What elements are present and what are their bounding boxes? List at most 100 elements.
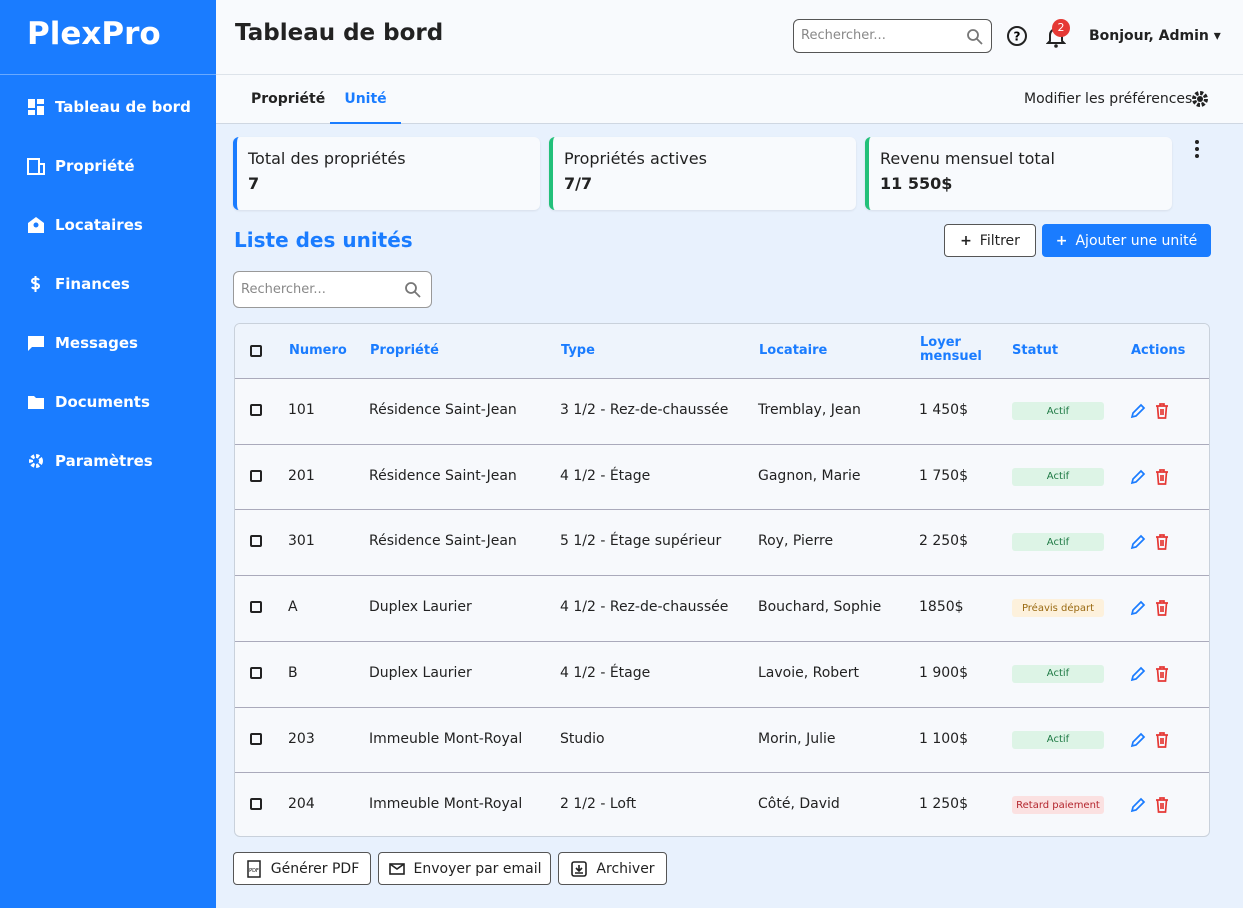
cell: Duplex Laurier (369, 664, 472, 681)
checkbox[interactable] (250, 798, 262, 811)
search-placeholder: Rechercher... (241, 282, 326, 297)
cell: 301 (288, 533, 315, 550)
action-label: Générer PDF (270, 860, 360, 877)
stat-label: Revenu mensuel total (880, 149, 1055, 168)
add-label: Ajouter une unité (1075, 232, 1198, 249)
action-button[interactable]: Envoyer par email (378, 852, 551, 885)
edit-icon[interactable] (1129, 402, 1147, 420)
action-label: Archiver (596, 860, 655, 877)
table-row: 101 Résidence Saint-Jean 3 1/2 - Rez-de-ch… (235, 378, 1209, 444)
cell: Lavoie, Robert (758, 664, 860, 681)
units-table: Numero Propriété Type Locataire Loyer mensue… (234, 323, 1210, 837)
cell: A (288, 599, 298, 616)
delete-icon[interactable] (1153, 468, 1171, 486)
cell: Côté, David (758, 796, 840, 813)
cell: 201 (288, 467, 315, 484)
filter-button[interactable]: + Filtrer (944, 224, 1036, 257)
column-header: Actions (1131, 343, 1186, 358)
delete-icon[interactable] (1153, 731, 1171, 749)
add-button[interactable]: + Ajouter une unité (1042, 224, 1211, 257)
checkbox[interactable] (250, 601, 262, 614)
cell: 4 1/2 - Étage (560, 664, 651, 681)
checkbox[interactable] (250, 469, 262, 482)
preferences-link[interactable]: Modifier les préférences (1024, 91, 1193, 107)
row-divider (235, 575, 1209, 577)
svg-text:?: ? (1014, 30, 1021, 44)
table-row: 201 Résidence Saint-Jean 4 1/2 - Étage Gagn… (235, 443, 1209, 510)
delete-icon[interactable] (1153, 796, 1171, 814)
table-row: 203 Immeuble Mont-Royal Studio Morin, Julie… (235, 706, 1209, 773)
nav-label: Finances (55, 275, 130, 293)
nav-icon (29, 454, 43, 468)
table-header: Numero Propriété Type Locataire Loyer mensue… (235, 324, 1209, 378)
edit-icon[interactable] (1129, 468, 1147, 486)
delete-icon[interactable] (1153, 599, 1171, 617)
stat-value: 11 550$ (880, 174, 953, 193)
cell: Immeuble Mont-Royal (369, 730, 523, 747)
nav-item[interactable]: Messages (27, 334, 138, 352)
delete-icon[interactable] (1153, 402, 1171, 420)
action-label: Envoyer par email (413, 860, 542, 877)
page-title: Tableau de bord (235, 20, 444, 46)
svg-text:PDF: PDF (249, 868, 259, 874)
cell: 1 450$ (919, 402, 968, 418)
status-badge: Actif (1012, 402, 1104, 420)
status-badge: Actif (1012, 664, 1104, 683)
edit-icon[interactable] (1129, 533, 1147, 551)
more-icon[interactable] (1192, 139, 1202, 159)
search-icon (405, 282, 421, 298)
nav-item[interactable]: Paramètres (27, 452, 153, 470)
cell: Studio (560, 730, 605, 747)
settings-icon[interactable] (1191, 90, 1209, 108)
checkbox[interactable] (250, 535, 262, 548)
status-badge: Actif (1012, 533, 1104, 552)
column-header: Locataire (759, 343, 828, 358)
nav-icon (27, 158, 45, 175)
tab[interactable]: Propriété (251, 91, 326, 107)
edit-icon[interactable] (1129, 731, 1147, 749)
cell: 101 (288, 402, 315, 418)
stat-card: Revenu mensuel total 11 550$ (865, 137, 1172, 210)
status-badge: Retard paiement (1012, 796, 1104, 815)
cell: Gagnon, Marie (758, 467, 861, 484)
cell: Tremblay, Jean (758, 402, 861, 418)
checkbox[interactable] (250, 345, 262, 357)
delete-icon[interactable] (1153, 533, 1171, 551)
action-button[interactable]: Archiver (558, 852, 667, 885)
column-header: Numero (289, 343, 347, 358)
checkbox[interactable] (250, 666, 262, 679)
search-placeholder: Rechercher... (801, 28, 886, 43)
status-badge: Actif (1012, 730, 1104, 749)
nav-item[interactable]: Tableau de bord (27, 98, 191, 116)
checkbox[interactable] (250, 404, 262, 416)
logo: PlexPro (27, 16, 161, 52)
tab-active[interactable]: Unité (330, 75, 401, 124)
help-icon[interactable]: ? (1006, 25, 1028, 47)
edit-icon[interactable] (1129, 599, 1147, 617)
search-box[interactable]: Rechercher... (793, 19, 992, 53)
nav-item[interactable]: Propriété (27, 157, 135, 175)
list-search[interactable]: Rechercher... (233, 271, 432, 308)
edit-icon[interactable] (1129, 796, 1147, 814)
cell: 4 1/2 - Rez-de-chaussée (560, 599, 729, 616)
action-icon (571, 860, 588, 877)
checkbox[interactable] (250, 732, 262, 745)
table-row: A Duplex Laurier 4 1/2 - Rez-de-chaussée Bo… (235, 575, 1209, 641)
nav-label: Documents (55, 393, 150, 411)
cell: 1 100$ (919, 730, 968, 747)
user-menu[interactable]: Bonjour, Admin ▾ (1089, 28, 1221, 44)
notification-badge: 2 (1052, 19, 1070, 37)
nav-item[interactable]: Documents (27, 393, 150, 411)
nav-item[interactable]: Finances (27, 275, 130, 293)
nav-label: Paramètres (55, 452, 153, 470)
stat-card: Total des propriétés 7 (233, 137, 540, 210)
delete-icon[interactable] (1153, 665, 1171, 683)
nav-label: Messages (55, 334, 138, 352)
column-header: Propriété (370, 343, 439, 358)
table-row: 204 Immeuble Mont-Royal 2 1/2 - Loft Côté, … (235, 772, 1209, 836)
cell: 1850$ (919, 599, 964, 616)
edit-icon[interactable] (1129, 665, 1147, 683)
action-button[interactable]: PDF Générer PDF (233, 852, 371, 885)
top-bar: Tableau de bord Rechercher... ? 2 Bonjou… (216, 0, 1243, 75)
nav-item[interactable]: Locataires (27, 216, 143, 234)
